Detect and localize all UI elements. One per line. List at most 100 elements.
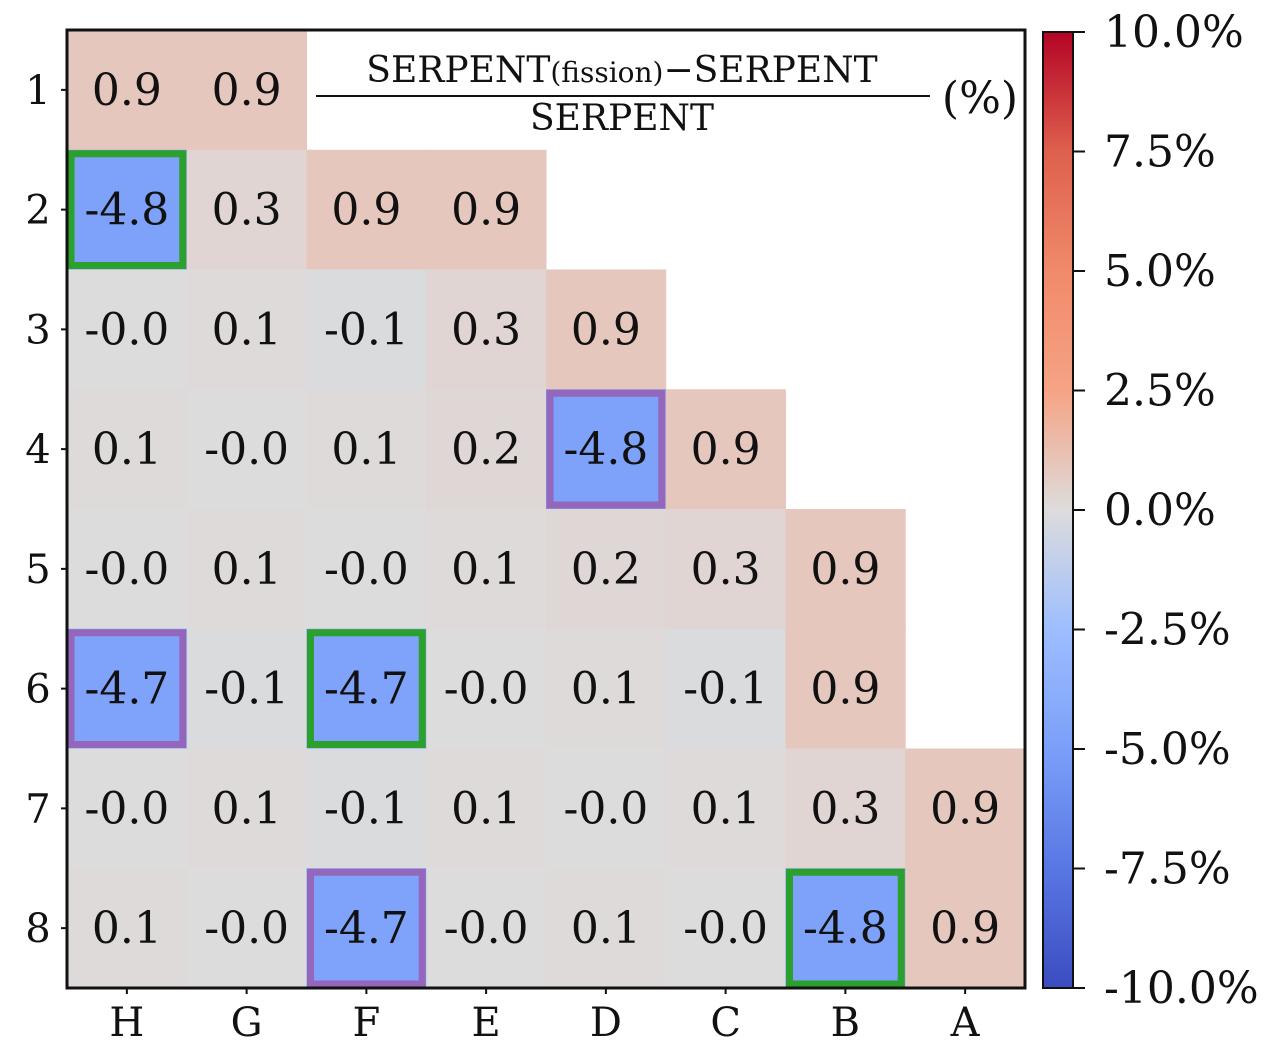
chart-title: SERPENT(fission)−SERPENT SERPENT (%) (316, 50, 1018, 139)
cell-label: -0.1 (683, 664, 768, 715)
heatmap-cell-6B (785, 628, 906, 749)
x-tick-label: E (472, 1000, 501, 1046)
colorbar-tick-label: 2.5% (1104, 366, 1216, 417)
heatmap-cell-8H (67, 868, 188, 989)
heatmap-cell-3F (306, 269, 427, 390)
heatmap-cell-2G (186, 149, 307, 270)
heatmap-cell-6C (665, 628, 786, 749)
heatmap-cell-8C (665, 868, 786, 989)
cell-label: -0.1 (204, 664, 289, 715)
cell-label: 0.1 (212, 544, 282, 595)
heatmap-cell-7G (186, 748, 307, 869)
colorbar-tick-label: 5.0% (1104, 246, 1216, 297)
plot-frame (65, 28, 1027, 990)
colorbar: 10.0% 7.5% 5.0% 2.5% 0.0% -2.5% -5.0% -7.5% -10.… (1042, 7, 1259, 1014)
x-tick-label: D (590, 1000, 622, 1046)
cell-label: 0.1 (571, 903, 641, 954)
cell-label: -4.7 (324, 664, 409, 715)
cell-label: -4.8 (563, 424, 648, 475)
heatmap-cell-4E (426, 389, 547, 510)
cell-label: -0.0 (324, 544, 409, 595)
cell-label: -0.0 (563, 783, 648, 834)
cell-label: 0.1 (92, 424, 162, 475)
heatmap-cell-5G (186, 509, 307, 630)
y-tick-label: 2 (25, 188, 50, 234)
heatmap-cell-5E (426, 509, 547, 630)
heatmap-cell-5B (785, 509, 906, 630)
heatmap-cell-1G (186, 30, 307, 151)
highlight-box (786, 868, 905, 988)
heatmap-cell-7B (785, 748, 906, 869)
cell-label: 0.1 (212, 304, 282, 355)
colorbar-tick-label: -10.0% (1104, 963, 1259, 1014)
cell-label: -0.1 (324, 304, 409, 355)
cell-label: 0.9 (92, 65, 162, 116)
y-tick-label: 1 (25, 68, 50, 114)
highlight-box (546, 389, 666, 509)
heatmap-cell-6F (306, 628, 427, 749)
heatmap-cell-8G (186, 868, 307, 989)
title-denominator: SERPENT (530, 98, 714, 139)
cell-label: -0.0 (683, 903, 768, 954)
heatmap-cell-7C (665, 748, 786, 869)
cell-label: 0.3 (451, 304, 521, 355)
heatmap-cell-7D (546, 748, 667, 869)
heatmap-cell-6E (426, 628, 547, 749)
cell-label: 0.9 (810, 544, 880, 595)
cell-label: 0.3 (691, 544, 761, 595)
cell-label: 0.9 (930, 903, 1000, 954)
heatmap-cell-7E (426, 748, 547, 869)
heatmap-cell-5D (546, 509, 667, 630)
cell-label: 0.1 (331, 424, 401, 475)
heatmap-cell-3H (67, 269, 188, 390)
cell-label: -4.7 (84, 664, 169, 715)
cell-label: 0.9 (571, 304, 641, 355)
cell-label: 0.9 (691, 424, 761, 475)
x-tick-label: G (231, 1000, 263, 1046)
x-tick-label: C (710, 1000, 741, 1046)
cell-label: 0.1 (212, 783, 282, 834)
heatmap-cell-7F (306, 748, 427, 869)
heatmap-cell-4D (546, 389, 667, 510)
cell-label: -0.0 (444, 903, 529, 954)
heatmap-cell-8B (785, 868, 906, 989)
colorbar-gradient (1042, 31, 1074, 989)
y-tick-label: 7 (25, 786, 50, 832)
highlight-box (307, 868, 426, 988)
cell-label: -0.0 (444, 664, 529, 715)
heatmap-cells (67, 30, 1026, 989)
heatmap-cell-1H (67, 30, 188, 151)
cell-label: -0.0 (204, 903, 289, 954)
heatmap-cell-7A (905, 748, 1026, 869)
colorbar-tick-label: 10.0% (1104, 7, 1244, 58)
cell-label: 0.9 (930, 783, 1000, 834)
colorbar-tick-label: -5.0% (1104, 724, 1231, 775)
colorbar-tick-label: -2.5% (1104, 605, 1231, 656)
colorbar-tick-label: 0.0% (1104, 485, 1216, 536)
heatmap-cell-3D (546, 269, 667, 390)
cell-label: 0.1 (571, 664, 641, 715)
heatmap-cell-8A (905, 868, 1026, 989)
heatmap-cell-7H (67, 748, 188, 869)
y-tick-label: 3 (25, 307, 50, 353)
cell-label: -0.0 (204, 424, 289, 475)
y-tick-label: 6 (25, 667, 50, 713)
cell-label: -0.0 (84, 544, 169, 595)
heatmap-cell-2F (306, 149, 427, 270)
heatmap-cell-6H (67, 628, 188, 749)
heatmap-cell-4F (306, 389, 427, 510)
cell-label: -0.1 (324, 783, 409, 834)
cell-label: 0.2 (571, 544, 641, 595)
heatmap-cell-6G (186, 628, 307, 749)
cell-label: 0.1 (691, 783, 761, 834)
cell-label: 0.9 (212, 65, 282, 116)
y-tick-label: 5 (25, 547, 50, 593)
cell-label: -4.7 (324, 903, 409, 954)
heatmap-cell-3E (426, 269, 547, 390)
heatmap-cell-4G (186, 389, 307, 510)
highlight-boxes (67, 150, 905, 988)
cell-label: -4.8 (84, 185, 169, 236)
y-tick-label: 8 (25, 906, 50, 952)
highlight-box (67, 629, 187, 748)
